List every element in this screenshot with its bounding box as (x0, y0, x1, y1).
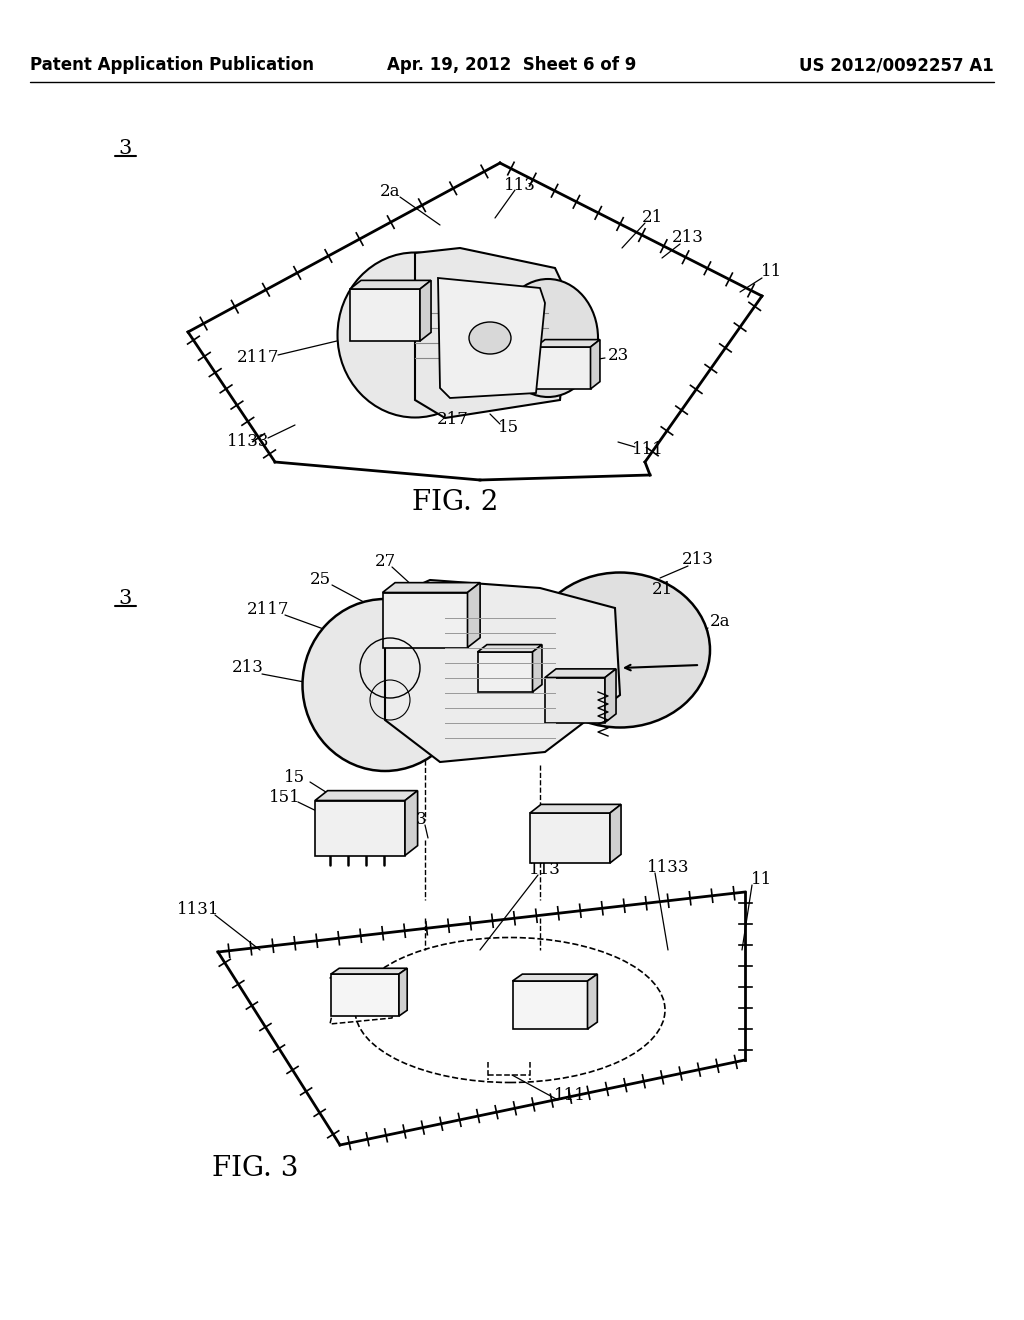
Text: 1131: 1131 (177, 902, 219, 919)
Polygon shape (383, 593, 468, 648)
Polygon shape (477, 652, 532, 692)
Text: FIG. 2: FIG. 2 (412, 488, 499, 516)
Text: 11: 11 (752, 871, 773, 888)
Polygon shape (545, 669, 616, 677)
Text: 151: 151 (269, 789, 301, 807)
Text: 25: 25 (309, 572, 331, 589)
Polygon shape (350, 289, 420, 341)
Polygon shape (536, 339, 600, 347)
Polygon shape (530, 804, 621, 813)
Polygon shape (512, 981, 588, 1030)
Text: 2117: 2117 (247, 602, 289, 619)
Polygon shape (588, 974, 597, 1030)
Polygon shape (383, 582, 480, 593)
Text: 21: 21 (651, 582, 673, 598)
Text: 15: 15 (285, 770, 305, 787)
Text: 2117: 2117 (237, 350, 280, 367)
Text: Apr. 19, 2012  Sheet 6 of 9: Apr. 19, 2012 Sheet 6 of 9 (387, 55, 637, 74)
Polygon shape (545, 677, 605, 722)
Text: 217: 217 (502, 652, 534, 668)
Polygon shape (406, 791, 418, 855)
Polygon shape (477, 644, 542, 652)
Polygon shape (399, 969, 408, 1016)
Text: 111: 111 (554, 1086, 586, 1104)
Text: 213: 213 (232, 660, 264, 676)
Polygon shape (536, 347, 591, 389)
Text: 111: 111 (632, 441, 664, 458)
Text: 1133: 1133 (226, 433, 269, 450)
Text: 27: 27 (375, 553, 395, 570)
Polygon shape (610, 804, 621, 863)
Polygon shape (385, 579, 620, 762)
Text: 1133: 1133 (647, 859, 689, 876)
Polygon shape (438, 279, 545, 399)
Polygon shape (315, 791, 418, 800)
Text: 3: 3 (118, 589, 131, 607)
Ellipse shape (469, 322, 511, 354)
Text: 153: 153 (396, 812, 428, 829)
Polygon shape (420, 280, 431, 341)
Text: 2a: 2a (710, 614, 730, 631)
Text: 113: 113 (529, 862, 561, 879)
Polygon shape (331, 974, 399, 1016)
Polygon shape (415, 248, 570, 418)
Text: 23: 23 (580, 636, 601, 653)
Ellipse shape (302, 599, 468, 771)
Text: 2a: 2a (380, 183, 400, 201)
Text: 15: 15 (498, 420, 518, 437)
Polygon shape (468, 582, 480, 648)
Text: US 2012/0092257 A1: US 2012/0092257 A1 (800, 55, 994, 74)
Text: 213: 213 (672, 230, 703, 247)
Ellipse shape (530, 573, 710, 727)
Polygon shape (530, 813, 610, 863)
Text: 3: 3 (118, 139, 131, 157)
Text: FIG. 3: FIG. 3 (212, 1155, 298, 1181)
Polygon shape (512, 974, 597, 981)
Text: Patent Application Publication: Patent Application Publication (30, 55, 314, 74)
Polygon shape (331, 969, 408, 974)
Polygon shape (532, 644, 542, 692)
Ellipse shape (498, 279, 598, 397)
Text: 23: 23 (607, 346, 629, 363)
Polygon shape (315, 800, 406, 855)
Text: 113: 113 (504, 177, 536, 194)
Ellipse shape (338, 252, 493, 417)
Polygon shape (350, 280, 431, 289)
Text: 21: 21 (641, 210, 663, 227)
Text: 217: 217 (437, 412, 469, 429)
Polygon shape (591, 339, 600, 389)
Polygon shape (605, 669, 616, 722)
Text: 213: 213 (682, 552, 714, 569)
Text: 11: 11 (762, 264, 782, 281)
